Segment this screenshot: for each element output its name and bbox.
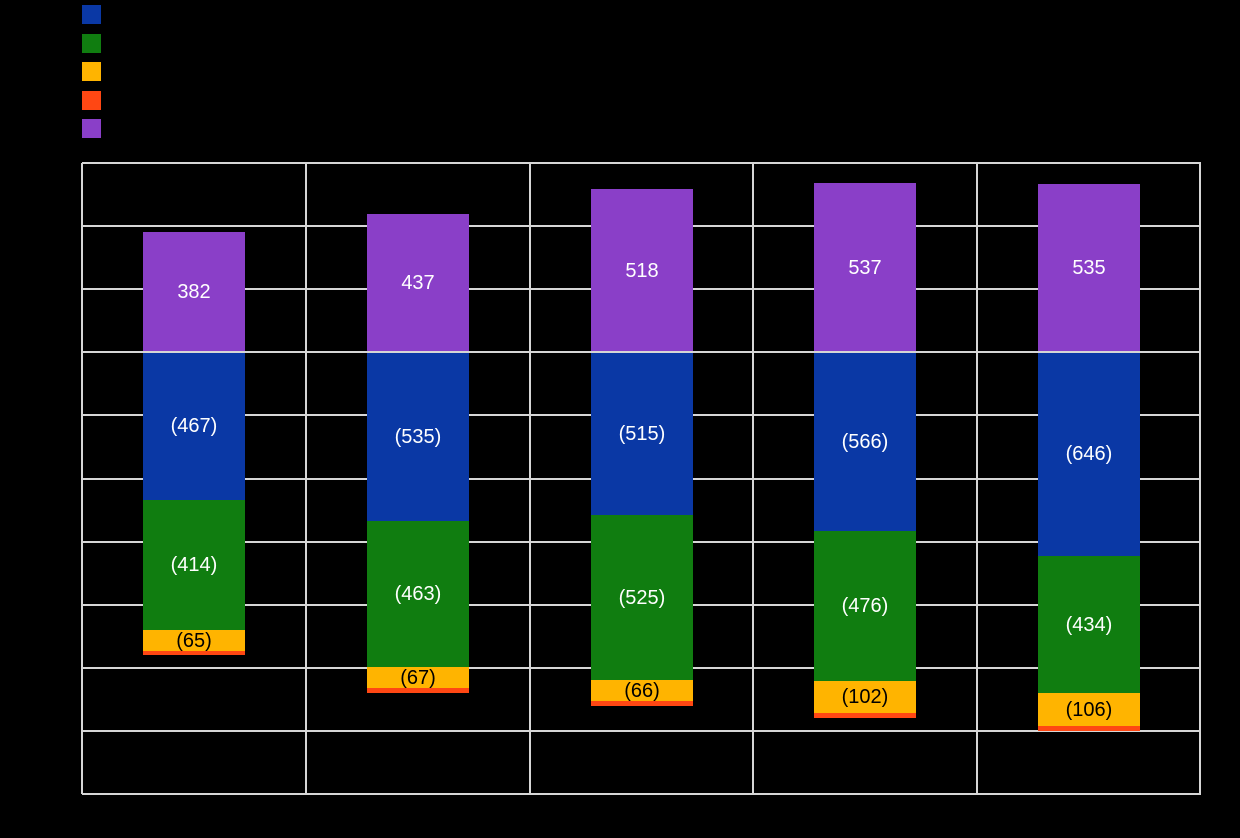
bar-segment-series4-cat1 xyxy=(143,650,245,656)
vertical-gridline xyxy=(81,163,83,794)
data-label: (102) xyxy=(841,686,889,709)
bar-segment-series3-cat3: (66) xyxy=(591,679,693,702)
data-label: (476) xyxy=(841,594,889,617)
bar-segment-series1-cat4: (566) xyxy=(814,352,916,531)
data-label: (414) xyxy=(170,553,218,576)
plot-area: (467) (414) (65) 382 (535) (463) (67) 437 (515) (… xyxy=(81,162,1201,795)
bar-segment-series2-cat2: (463) xyxy=(367,521,469,668)
bar-segment-series4-cat4 xyxy=(814,713,916,719)
vertical-gridline xyxy=(1199,163,1201,794)
bar-segment-series5-cat1: 382 xyxy=(143,231,245,353)
legend-swatch xyxy=(82,119,101,138)
bar-segment-series3-cat2: (67) xyxy=(367,666,469,689)
data-label: (646) xyxy=(1065,443,1113,466)
data-label: (66) xyxy=(624,679,660,702)
bar-segment-series2-cat5: (434) xyxy=(1038,556,1140,694)
data-label: (515) xyxy=(618,422,666,445)
bar-segment-series5-cat5: 535 xyxy=(1038,183,1140,353)
bar-segment-series1-cat5: (646) xyxy=(1038,352,1140,557)
data-label: (65) xyxy=(176,629,212,652)
legend-swatch xyxy=(82,5,101,24)
bar-segment-series3-cat5: (106) xyxy=(1038,693,1140,727)
data-label: (467) xyxy=(170,414,218,437)
data-label: (67) xyxy=(400,666,436,689)
horizontal-gridline xyxy=(82,793,1201,795)
vertical-gridline xyxy=(529,163,531,794)
data-label: (566) xyxy=(841,430,889,453)
bar-segment-series3-cat1: (65) xyxy=(143,630,245,651)
zero-gridline xyxy=(82,351,1201,353)
data-label: 518 xyxy=(625,259,659,282)
bar-segment-series4-cat2 xyxy=(367,688,469,694)
bar-segment-series2-cat1: (414) xyxy=(143,499,245,631)
vertical-gridline xyxy=(305,163,307,794)
bar-segment-series5-cat2: 437 xyxy=(367,214,469,353)
horizontal-gridline xyxy=(82,730,1201,732)
bar-segment-series5-cat4: 537 xyxy=(814,182,916,353)
data-label: (525) xyxy=(618,586,666,609)
legend-swatch xyxy=(82,34,101,53)
bar-segment-series5-cat3: 518 xyxy=(591,188,693,353)
data-label: 437 xyxy=(401,272,435,295)
legend-swatch xyxy=(82,91,101,110)
chart-title xyxy=(82,100,1182,140)
data-label: (535) xyxy=(394,425,442,448)
bar-segment-series1-cat2: (535) xyxy=(367,352,469,522)
data-label: (434) xyxy=(1065,613,1113,636)
data-label: 537 xyxy=(848,256,882,279)
vertical-gridline xyxy=(752,163,754,794)
bar-segment-series2-cat4: (476) xyxy=(814,530,916,682)
data-label: 535 xyxy=(1072,256,1106,279)
bar-segment-series1-cat1: (467) xyxy=(143,352,245,500)
vertical-gridline xyxy=(976,163,978,794)
legend-swatch xyxy=(82,62,101,81)
data-label: (463) xyxy=(394,583,442,606)
horizontal-gridline xyxy=(82,162,1201,164)
data-label: 382 xyxy=(177,281,211,304)
bar-segment-series3-cat4: (102) xyxy=(814,681,916,714)
bar-segment-series1-cat3: (515) xyxy=(591,352,693,515)
bar-segment-series2-cat3: (525) xyxy=(591,514,693,681)
bar-segment-series4-cat5 xyxy=(1038,726,1140,732)
bar-segment-series4-cat3 xyxy=(591,701,693,706)
data-label: (106) xyxy=(1065,698,1113,721)
